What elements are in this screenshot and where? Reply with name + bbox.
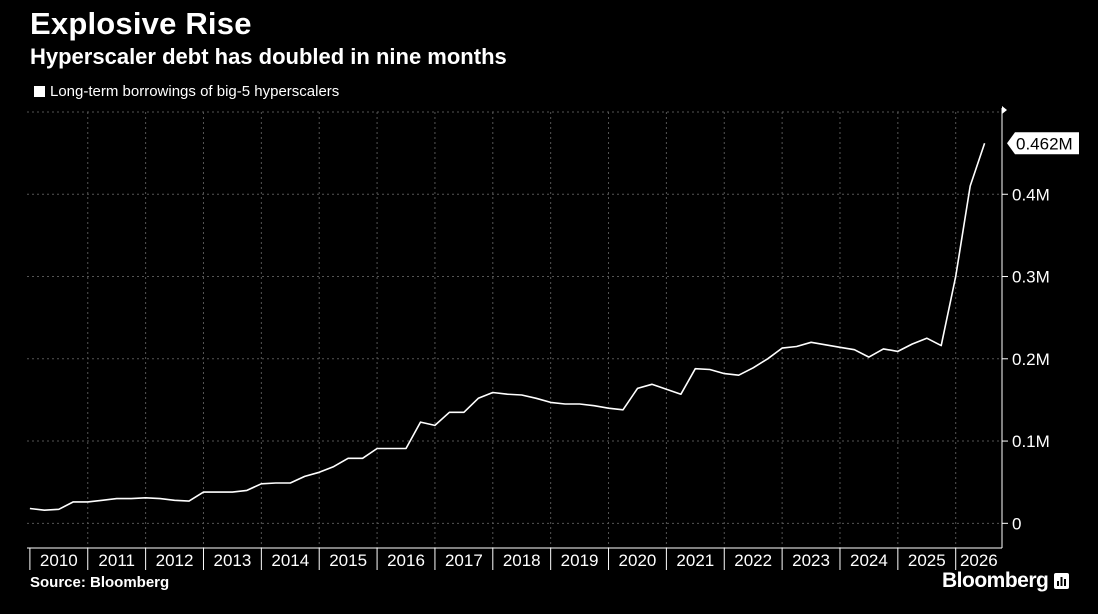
x-tick-label: 2022 [734, 551, 772, 570]
legend-swatch [34, 86, 45, 97]
axis-layer [27, 106, 1008, 570]
x-tick-label: 2016 [387, 551, 425, 570]
x-tick-label: 2018 [503, 551, 541, 570]
source-note: Source: Bloomberg [30, 574, 170, 591]
x-tick-label: 2023 [792, 551, 830, 570]
bar-chart-icon [1054, 573, 1070, 589]
last-value-label: 0.462M [1016, 134, 1073, 153]
x-tick-label: 2015 [329, 551, 367, 570]
label-layer: 0 0.1M 0.2M 0.3M 0.4M 2010 2011 2012 2013 2014 201… [40, 132, 1079, 570]
x-tick-label: 2017 [445, 551, 483, 570]
x-tick-label: 2020 [619, 551, 657, 570]
brand-logo: Bloomberg [942, 569, 1070, 593]
x-tick-label: 2025 [908, 551, 946, 570]
grid-layer [27, 111, 1002, 548]
legend-label: Long-term borrowings of big-5 hyperscale… [50, 83, 340, 100]
x-tick-label: 2011 [98, 551, 135, 570]
x-tick-label: 2012 [156, 551, 194, 570]
y-tick-label: 0.4M [1012, 185, 1050, 204]
series-layer [29, 143, 986, 512]
brand-wordmark: Bloomberg [942, 569, 1049, 592]
series-line [29, 143, 986, 512]
x-tick-label: 2019 [561, 551, 599, 570]
y-tick-label: 0.1M [1012, 432, 1050, 451]
y-tick-label: 0.2M [1012, 350, 1050, 369]
last-value-callout [1007, 132, 1079, 155]
legend: Long-term borrowings of big-5 hyperscale… [34, 83, 339, 100]
x-tick-label: 2021 [676, 551, 714, 570]
x-tick-label: 2010 [40, 551, 78, 570]
x-tick-label: 2024 [850, 551, 888, 570]
y-axis-arrow [1002, 106, 1007, 114]
chart-title: Explosive Rise [30, 6, 252, 41]
x-tick-label: 2026 [960, 551, 998, 570]
y-tick-label: 0 [1012, 514, 1021, 533]
y-tick-label: 0.3M [1012, 268, 1050, 287]
x-tick-label: 2014 [271, 551, 309, 570]
chart-subtitle: Hyperscaler debt has doubled in nine mon… [30, 44, 507, 69]
x-tick-label: 2013 [214, 551, 252, 570]
